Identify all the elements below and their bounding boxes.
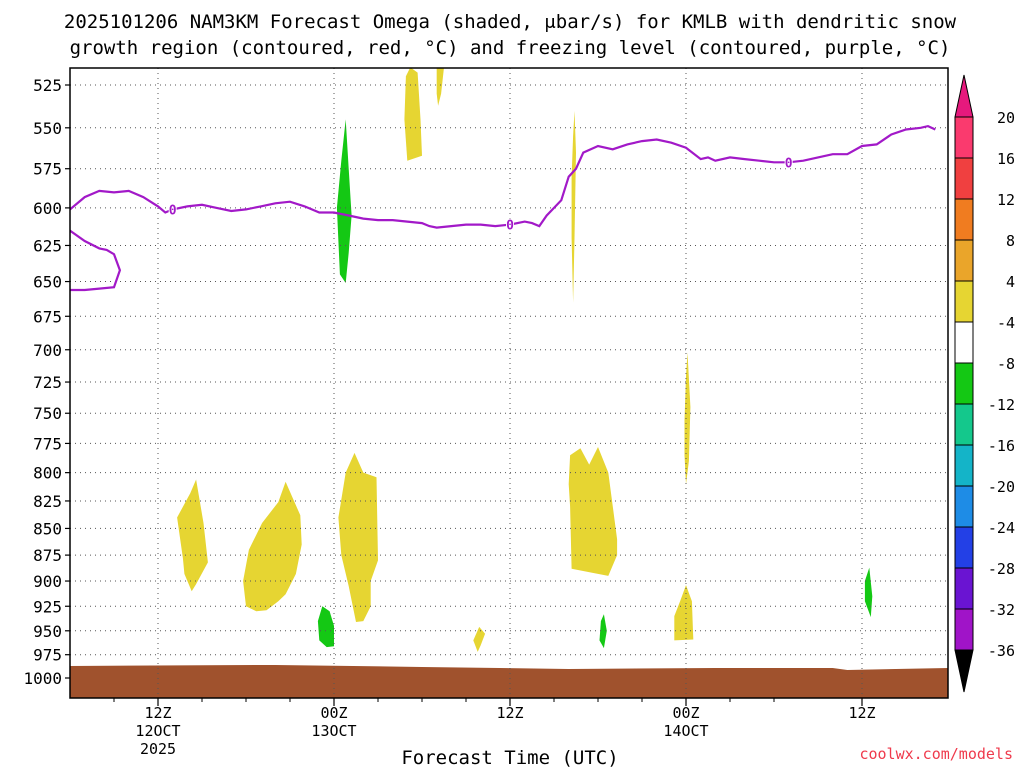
x-tick-label-24-l1: 00Z [320, 704, 347, 722]
colorbar-label-10: -24 [988, 519, 1015, 537]
omega-ascent-region-12 [599, 614, 607, 649]
freezing-level-label-bg-2 [784, 156, 793, 169]
omega-descent-region-1 [243, 481, 302, 612]
y-tick-label-675: 675 [33, 307, 62, 326]
y-tick-label-750: 750 [33, 404, 62, 423]
freezing-level-label-bg-0 [168, 203, 177, 216]
y-tick-label-800: 800 [33, 464, 62, 483]
credit-text[interactable]: coolwx.com/models [859, 745, 1013, 763]
colorbar-swatch-8 [954, 444, 974, 487]
colorbar-top-arrow [954, 74, 974, 118]
omega-descent-region-4 [436, 68, 444, 106]
colorbar-swatch-9 [954, 485, 974, 528]
omega-ascent-region-11 [317, 606, 334, 648]
colorbar-label-3: 8 [1006, 232, 1015, 250]
colorbar-label-2: 12 [997, 191, 1015, 209]
y-tick-label-775: 775 [33, 434, 62, 453]
y-tick-label-700: 700 [33, 341, 62, 360]
colorbar-bottom-arrow [954, 649, 974, 693]
y-tick-label-925: 925 [33, 597, 62, 616]
plot-background [70, 68, 948, 698]
y-tick-label-725: 725 [33, 373, 62, 392]
omega-descent-region-7 [568, 447, 618, 576]
colorbar-swatch-5 [954, 321, 974, 364]
omega-descent-region-9 [674, 585, 694, 641]
x-axis-label: Forecast Time (UTC) [401, 747, 618, 768]
freezing-level-label-bg-1 [506, 218, 514, 231]
terrain-layer [70, 664, 948, 698]
y-tick-label-550: 550 [33, 119, 62, 138]
colorbar-swatch-11 [954, 567, 974, 610]
x-tick-label-12-l1: 12Z [144, 704, 171, 722]
colorbar: 20 16 12 8 4 -4 -8 -12 -16 -20 -24 -28 -32 -36 [954, 74, 1015, 693]
x-tick-label-48-l2: 14OCT [663, 722, 708, 740]
colorbar-label-8: -16 [988, 437, 1015, 455]
y-tick-label-950: 950 [33, 622, 62, 641]
colorbar-swatch-10 [954, 526, 974, 569]
colorbar-swatch-3 [954, 239, 974, 282]
freezing-level-label-2: 0 [785, 156, 793, 171]
plot-frame [69, 67, 949, 699]
colorbar-label-4: 4 [1006, 273, 1015, 291]
colorbar-swatch-2 [954, 198, 974, 241]
colorbar-label-7: -12 [988, 396, 1015, 414]
omega-ascent-region-10 [336, 119, 352, 284]
freezing-level-layer: 0 0 0 [70, 124, 936, 292]
colorbar-label-13: -36 [988, 642, 1015, 660]
x-tick-label-60-l1: 12Z [848, 704, 875, 722]
colorbar-swatch-0 [954, 116, 974, 159]
omega-ascent-region-13 [864, 567, 873, 618]
plot-area: 0 0 0 [69, 67, 949, 699]
omega-descent-region-2 [338, 452, 378, 622]
x-tick-label-36-l1: 12Z [496, 704, 523, 722]
omega-descent-region-6 [571, 110, 576, 303]
chart-title-line-2: growth region (contoured, red, °C) and f… [70, 37, 951, 59]
y-tick-label-625: 625 [33, 236, 62, 255]
omega-descent-region-8 [684, 352, 691, 485]
y-tick-label-525: 525 [33, 76, 62, 95]
terrain-surface [70, 664, 948, 698]
x-tick-label-24-l2: 13OCT [311, 722, 356, 740]
freezing-level-label-0: 0 [169, 203, 177, 218]
y-tick-label-650: 650 [33, 273, 62, 292]
y-tick-label-900: 900 [33, 572, 62, 591]
colorbar-label-6: -8 [997, 355, 1015, 373]
colorbar-swatch-4 [954, 280, 974, 323]
colorbar-label-12: -32 [988, 601, 1015, 619]
y-tick-label-975: 975 [33, 646, 62, 665]
x-tick-label-12-l2: 12OCT [135, 722, 180, 740]
y-tick-label-1000: 1000 [23, 669, 62, 688]
grid-layer [70, 68, 948, 698]
colorbar-label-11: -28 [988, 560, 1015, 578]
y-tick-label-825: 825 [33, 492, 62, 511]
colorbar-label-5: -4 [997, 314, 1015, 332]
colorbar-swatch-7 [954, 403, 974, 446]
colorbar-label-9: -20 [988, 478, 1015, 496]
omega-descent-region-5 [473, 626, 486, 652]
chart-title-line-1: 2025101206 NAM3KM Forecast Omega (shaded… [64, 11, 957, 33]
colorbar-label-0: 20 [997, 109, 1015, 127]
omega-shading-layer [177, 68, 873, 652]
y-tick-label-575: 575 [33, 160, 62, 179]
x-tick-label-12-l3: 2025 [140, 740, 176, 758]
colorbar-swatch-6 [954, 362, 974, 405]
y-axis: 525 550 575 600 625 650 675 700 725 750 775 800 825 8… [23, 76, 70, 688]
colorbar-swatch-1 [954, 157, 974, 200]
omega-descent-region-3 [404, 68, 422, 161]
colorbar-swatch-12 [954, 608, 974, 651]
y-tick-label-850: 850 [33, 519, 62, 538]
freezing-level-label-1: 0 [506, 219, 514, 234]
y-tick-label-875: 875 [33, 546, 62, 565]
freezing-level-line-lower [70, 229, 122, 292]
y-tick-label-600: 600 [33, 199, 62, 218]
colorbar-label-1: 16 [997, 150, 1015, 168]
x-tick-label-48-l1: 00Z [672, 704, 699, 722]
omega-descent-region-0 [177, 479, 208, 592]
